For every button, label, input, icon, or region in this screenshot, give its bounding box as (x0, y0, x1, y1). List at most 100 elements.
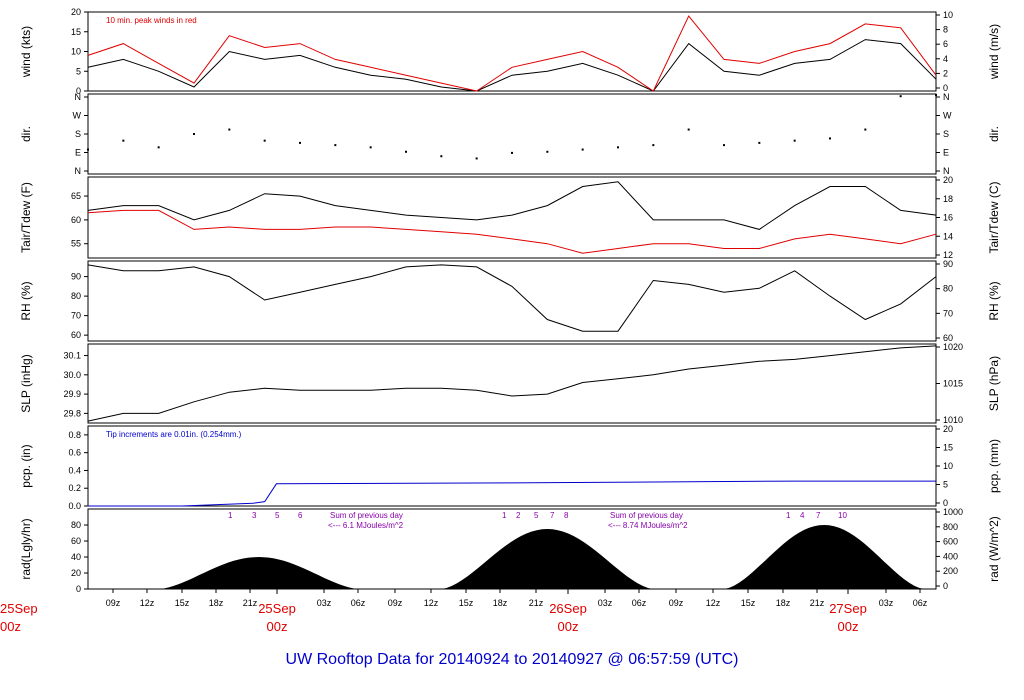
ytick-right-label: S (943, 129, 949, 139)
ylabel-left: pcp. (in) (19, 444, 33, 487)
panel-wind: 0 5 10 15 20 0 2 4 6 8 10 wind (kts) wind (m/s) 10 mi… (19, 7, 1001, 96)
ytick-left-label: 60 (71, 215, 81, 225)
ytick-left-label: 30.0 (63, 370, 81, 380)
ytick-right-label: 0 (943, 498, 948, 508)
ytick-left-label: 60 (71, 330, 81, 340)
ytick-left-label: 60 (71, 536, 81, 546)
ytick-right-label: 1010 (943, 415, 963, 425)
panel-frame (87, 343, 937, 424)
day-date-label: 25Sep (258, 601, 296, 616)
hour-marker: 5 (275, 511, 280, 520)
ytick-right-label: 10 (943, 10, 953, 20)
hour-marker: 7 (550, 511, 555, 520)
ylabel-left: Tair/Tdew (F) (19, 182, 33, 253)
xtick-label: 18z (493, 598, 508, 608)
xtick-label: 06z (913, 598, 928, 608)
xtick-label: 12z (140, 598, 155, 608)
partial-day-hour: 00z (0, 619, 21, 634)
ytick-right-label: 12 (943, 250, 953, 260)
figure-title: UW Rooftop Data for 20140924 to 20140927… (286, 651, 739, 668)
xtick-label: 18z (776, 598, 791, 608)
ytick-right-label: 16 (943, 213, 953, 223)
ytick-right-label: 600 (943, 537, 958, 547)
series-point (546, 150, 549, 153)
series-line-0 (87, 345, 937, 422)
day-summary-line2: <--- 8.74 MJoules/m^2 (608, 521, 688, 530)
ytick-right-label: 10 (943, 461, 953, 471)
ytick-right-label: 1000 (943, 507, 963, 517)
ytick-left-label: 20 (71, 568, 81, 578)
ylabel-left: RH (%) (19, 281, 33, 320)
ytick-left-label: 30.1 (63, 351, 81, 361)
series-point (511, 151, 513, 154)
ytick-left-label: E (75, 148, 81, 158)
ytick-right-label: 70 (943, 308, 953, 318)
panel-frame (87, 260, 937, 342)
panel-pcp: 0.0 0.2 0.4 0.6 0.8 0 5 10 15 20 pcp. (in) pcp. (mm… (19, 424, 1001, 511)
xtick-label: 12z (706, 598, 721, 608)
ytick-left-label: N (75, 166, 82, 176)
series-point (793, 139, 796, 142)
ytick-left-label: 29.9 (63, 389, 81, 399)
ytick-right-label: 2 (943, 68, 948, 78)
xtick-label: 21z (243, 598, 258, 608)
hour-marker: 7 (816, 511, 821, 520)
ytick-left-label: 40 (71, 552, 81, 562)
hour-marker: 10 (838, 511, 847, 520)
hour-marker: 1 (502, 511, 507, 520)
hour-marker: 3 (252, 511, 257, 520)
ytick-left-label: N (75, 92, 82, 102)
rad-area-day-1 (158, 557, 359, 589)
ylabel-left: rad(Lgly/hr) (19, 518, 33, 579)
series-line-0 (87, 39, 937, 92)
ytick-right-label: 5 (943, 480, 948, 490)
ylabel-right: RH (%) (987, 281, 1001, 320)
xtick-label: 15z (175, 598, 190, 608)
panel-temp: 55 60 65 12 14 16 18 20 Tair/Tdew (F) Tair/Tdew (… (19, 175, 1001, 260)
xtick-label: 15z (741, 598, 756, 608)
xtick-label: 15z (459, 598, 474, 608)
x-axis: 09z 12z 15z 18z 21z 03z 06z 09z 12z 15z 18z 21z 03z 0… (0, 589, 928, 634)
day-hour-label: 00z (838, 619, 859, 634)
ylabel-right: pcp. (mm) (987, 439, 1001, 493)
xtick-label: 21z (529, 598, 544, 608)
series-line-0 (87, 181, 937, 230)
series-line-0 (87, 264, 937, 332)
hour-marker: 4 (800, 511, 805, 520)
series-point (581, 148, 584, 151)
ytick-left-label: 65 (71, 191, 81, 201)
hour-marker: 1 (786, 511, 791, 520)
series-line-1 (87, 15, 937, 92)
ytick-left-label: 15 (71, 27, 81, 37)
ytick-right-label: W (943, 111, 952, 121)
day-date-label: 27Sep (829, 601, 867, 616)
series-point (334, 144, 337, 147)
day-date-label: 26Sep (549, 601, 587, 616)
series-point (864, 128, 867, 131)
series-point (440, 155, 443, 158)
ytick-left-label: 10 (71, 47, 81, 57)
ytick-right-label: 0 (943, 581, 948, 591)
panel-frame (87, 176, 937, 259)
xtick-label: 09z (106, 598, 121, 608)
ytick-right-label: 200 (943, 566, 958, 576)
rad-area-day-3 (724, 525, 925, 589)
series-point (652, 144, 655, 147)
ytick-right-label: 6 (943, 39, 948, 49)
ytick-left-label: 0 (76, 86, 81, 96)
day-summary-line2: <--- 6.1 MJoules/m^2 (328, 521, 404, 530)
ytick-right-label: 80 (943, 284, 953, 294)
series-point (263, 139, 266, 142)
rad-area-day-2 (441, 529, 654, 589)
ytick-right-label: 18 (943, 194, 953, 204)
ytick-left-label: 5 (76, 66, 81, 76)
ytick-right-label: 15 (943, 443, 953, 453)
xtick-label: 06z (632, 598, 647, 608)
series-point (193, 133, 195, 135)
series-point (723, 144, 725, 147)
xtick-label: 09z (669, 598, 684, 608)
ytick-right-label: N (943, 166, 950, 176)
